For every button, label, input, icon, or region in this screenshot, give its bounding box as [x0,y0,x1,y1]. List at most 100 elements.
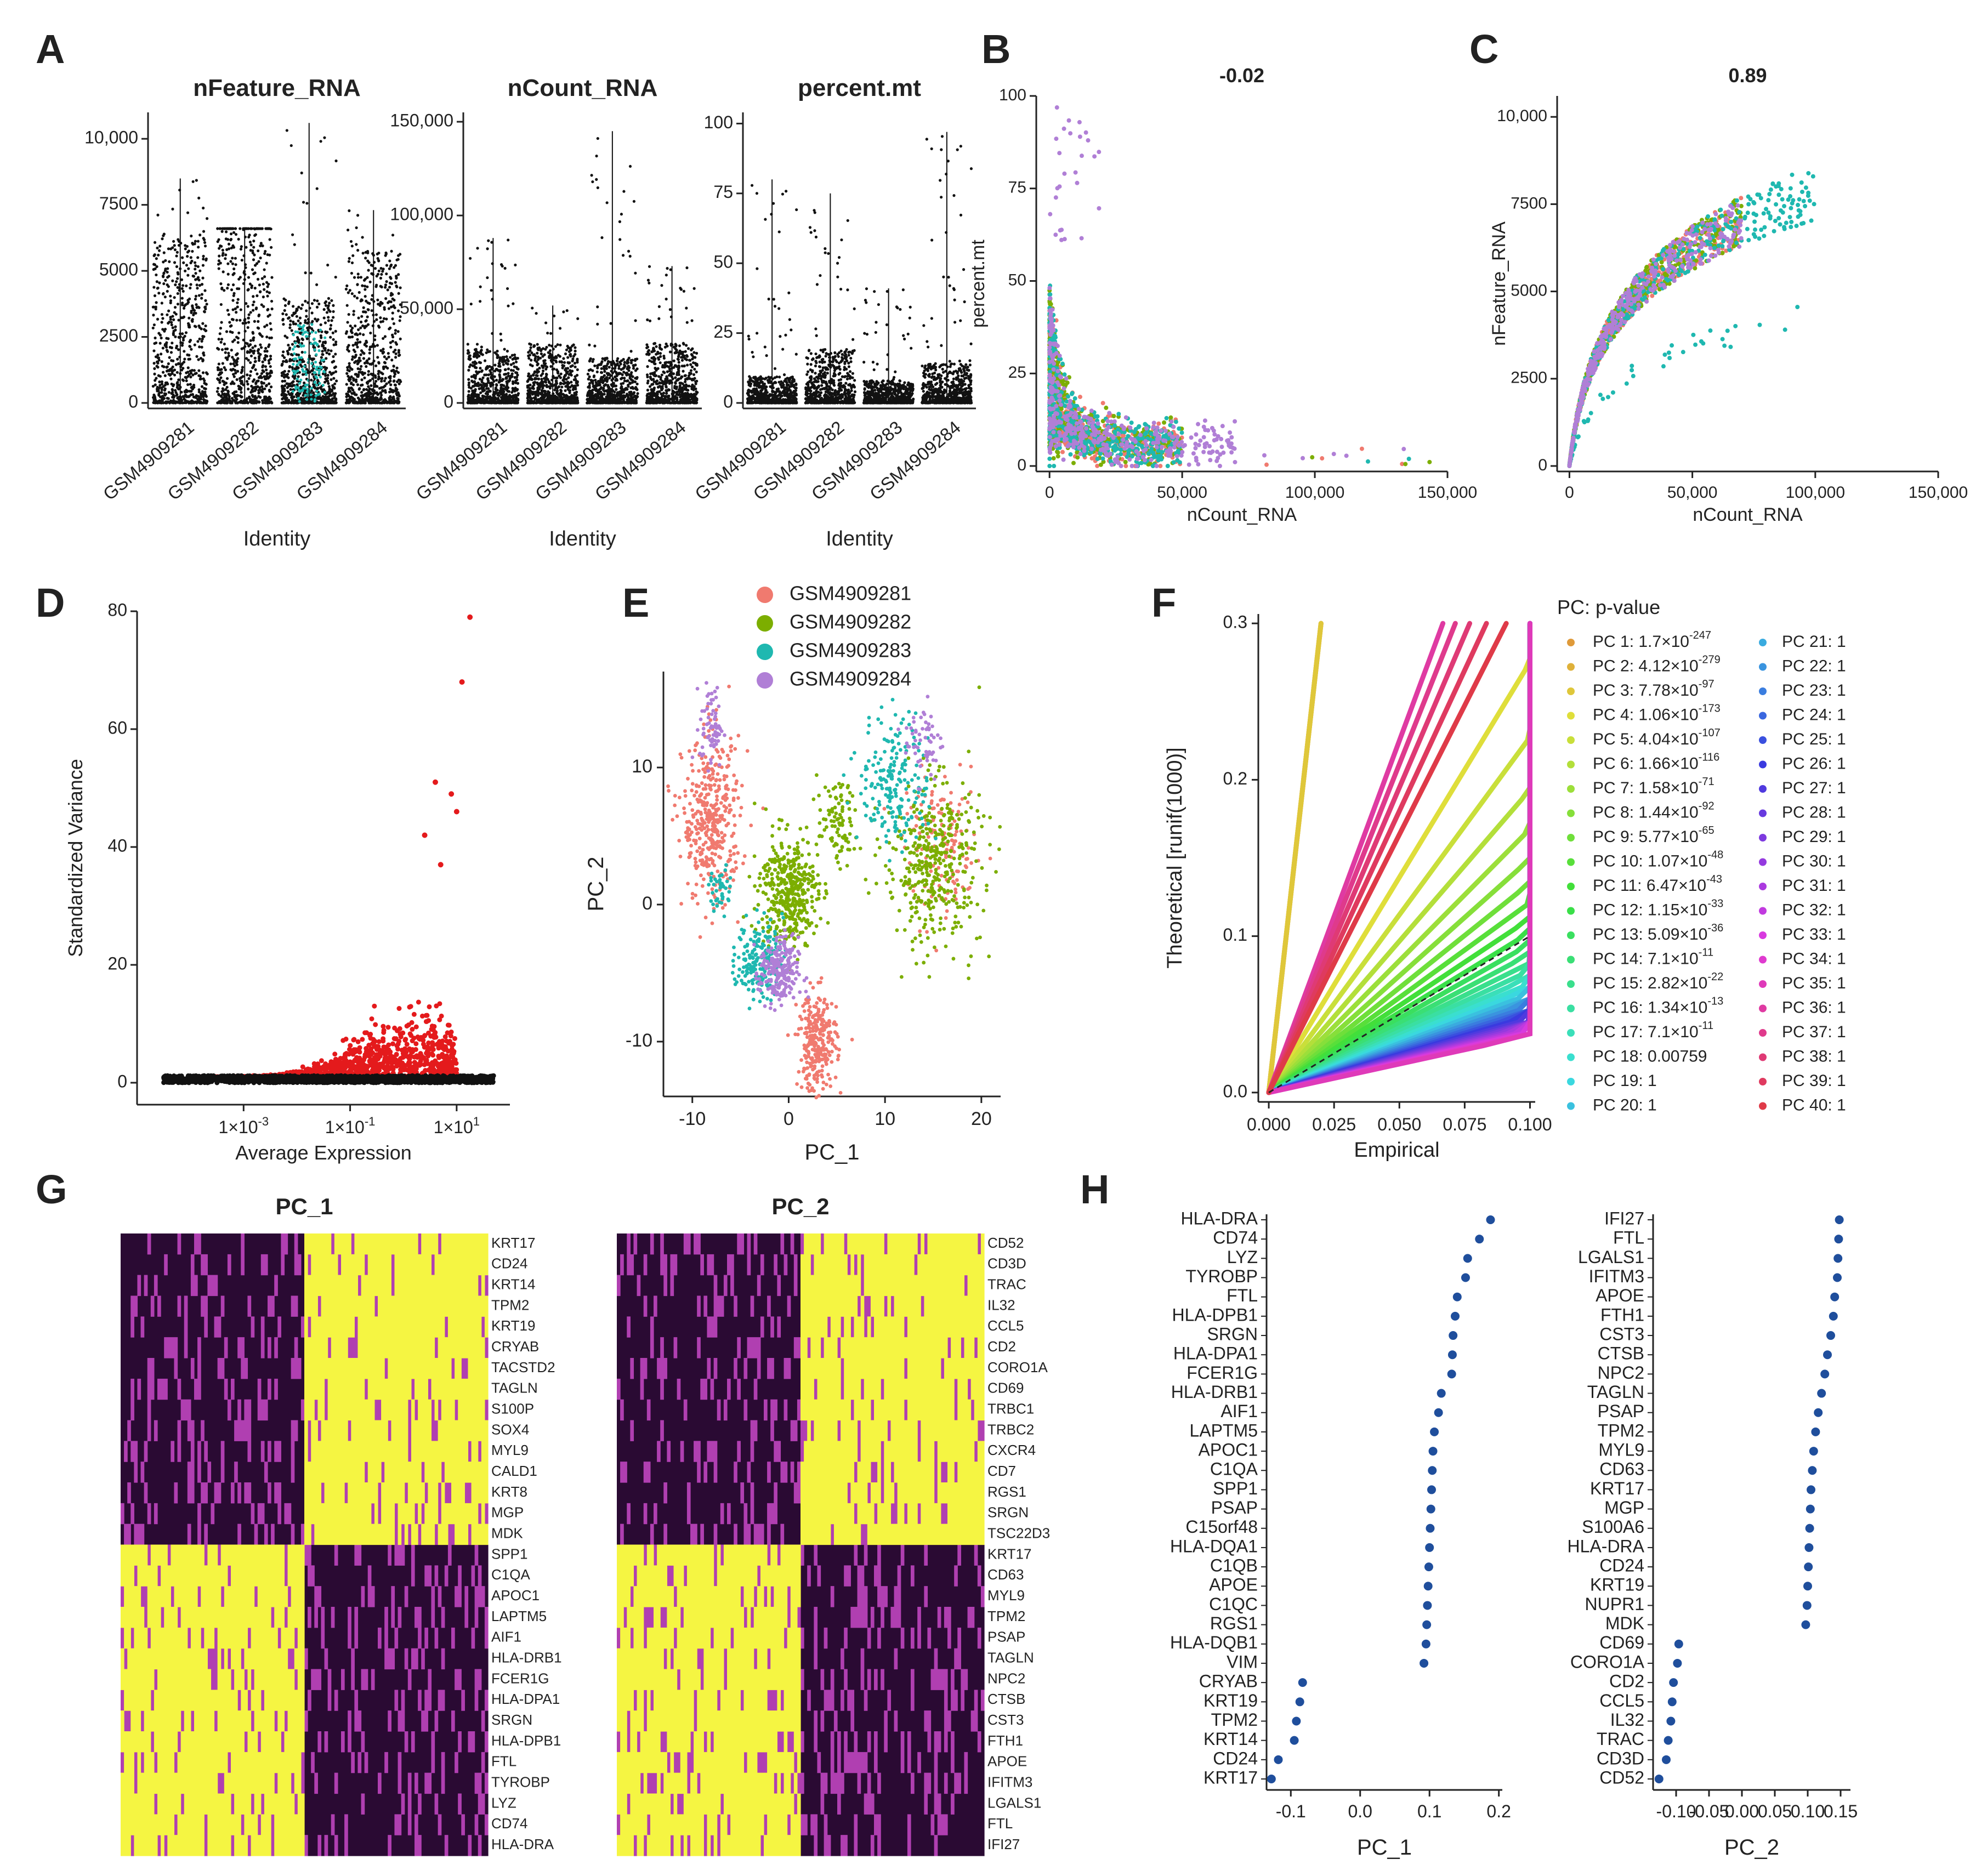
heatmap-gene-label: S100P [491,1400,534,1417]
x-tick-label: 0.15 [1824,1801,1858,1821]
dotplot-gene-label: TAGLN [1587,1382,1644,1402]
dotplot-gene-label: TPM2 [1211,1710,1258,1730]
legend-swatch [1567,809,1575,817]
legend-label: PC 6: 1.66×10-116 [1593,752,1719,773]
scatter-B: -0.02 0 50,000 100,000 150,000 0 25 50 75 100 nCou… [968,64,1477,525]
legend-swatch [757,615,773,632]
legend-label: PC 10: 1.07×10-48 [1593,849,1723,871]
dotplot-gene-label: S100A6 [1582,1517,1644,1537]
heatmap-gene-label: TRBC2 [987,1421,1034,1437]
y-tick-label: 0 [642,893,652,914]
y-tick-label: 2500 [1511,369,1547,387]
x-tick-label: 0.10 [1791,1801,1825,1821]
x-tick-label: 0.0 [1348,1801,1372,1821]
legend-label: PC 4: 1.06×10-173 [1593,703,1721,724]
legend-label: PC 28: 1 [1782,803,1846,821]
heatmap-gene-label: CALD1 [491,1463,537,1479]
y-tick-label: 25 [1008,363,1026,382]
y-tick-label: 150,000 [390,111,453,130]
y-tick-label: 100 [999,86,1026,104]
heatmap-gene-label: CD63 [987,1566,1024,1583]
dotplot-gene-label: KRT19 [1203,1691,1258,1710]
heatmap-cells-high [121,1233,489,1856]
legend-label: PC 27: 1 [1782,779,1846,797]
dotplot-gene-label: CD69 [1599,1633,1644,1652]
violin-plot-2: nCount_RNA050,000100,000150,000GSM490928… [390,75,702,550]
legend-swatch [1567,785,1575,793]
x-tick-label: 50,000 [1157,484,1207,502]
legend-label: GSM4909281 [790,582,911,605]
legend-swatch [1759,736,1767,744]
x-tick-label: 0.000 [1247,1115,1291,1134]
x-tick-label: 150,000 [1909,484,1968,502]
heatmap-gene-label: TAGLN [987,1649,1034,1665]
dotplot-1: -0.1 0.0 0.1 0.2 PC_1 HLA-DRACD74LYZTYROBPFTL… [1170,1208,1511,1860]
scatter-C-series-3 [1567,171,1816,468]
heatmap-gene-label: LYZ [491,1794,516,1811]
y-tick-label: 7500 [99,194,138,213]
violin-title: percent.mt [798,75,921,101]
dotplot-gene-label: LGALS1 [1578,1247,1644,1267]
qq-line [1266,621,1489,1095]
heatmap-gene-label: SRGN [491,1712,532,1728]
heatmap-1: PC_1 KRT17 CD24 KRT14 TPM2 KRT19 CRYAB TACSTD2 T… [121,1193,562,1856]
dotplot-gene-label: KRT17 [1203,1767,1258,1787]
dotplot-gene-label: PSAP [1211,1498,1258,1517]
legend-label: PC 38: 1 [1782,1047,1846,1065]
legend-swatch [1567,736,1575,744]
legend-swatch [1567,712,1575,720]
x-tick-label: 10 [875,1108,895,1129]
legend-label: PC 14: 7.1×10-11 [1593,947,1713,968]
legend-label: PC 18: 0.00759 [1593,1047,1707,1065]
heatmap-gene-label: SRGN [987,1504,1029,1521]
dotplot-gene-label: CORO1A [1570,1652,1645,1672]
dotplot-gene-label: LAPTM5 [1190,1420,1258,1440]
scatter-C-ylabel: nFeature_RNA [1489,221,1509,346]
legend-swatch [1759,809,1767,817]
dotplot-gene-label: C1QC [1209,1594,1258,1614]
dotplot-gene-label: C1QB [1210,1556,1258,1576]
y-tick-label: 20 [107,953,127,973]
y-tick-label: 50 [1008,271,1026,289]
y-tick-label: 0 [444,391,453,411]
y-tick-label: 100,000 [390,204,453,224]
violin-points [151,179,209,405]
y-tick-label: 0 [128,391,138,411]
heatmap-gene-label: MGP [491,1504,524,1521]
scatter-C-title: 0.89 [1728,64,1767,87]
dotplot-gene-label: PSAP [1598,1401,1644,1421]
dotplot-gene-label: IL32 [1610,1710,1644,1730]
dotplot-gene-label: CTSB [1598,1344,1644,1363]
legend-label: GSM4909284 [790,668,911,690]
dotplot-gene-label: KRT14 [1203,1729,1258,1749]
violin-points [466,238,520,405]
x-tick-label: 0.1 [1417,1801,1441,1821]
heatmap-gene-label: KRT19 [491,1317,535,1334]
dotplot-gene-label: CD24 [1599,1556,1644,1576]
scatter-B-xlabel: nCount_RNA [1187,504,1297,525]
dotplot-gene-label: SPP1 [1213,1479,1258,1498]
heatmap-gene-label: TRAC [987,1276,1026,1292]
jackstraw-xlabel: Empirical [1354,1139,1439,1162]
heatmap-gene-label: KRT8 [491,1483,527,1500]
legend-label: PC 37: 1 [1782,1023,1846,1041]
legend-label: PC 26: 1 [1782,754,1846,772]
x-tick-label: -0.1 [1276,1801,1306,1821]
qq-line [1266,621,1324,1095]
heatmap-gene-label: APOC1 [491,1587,540,1604]
heatmap-gene-label: MDK [491,1525,523,1541]
y-tick-label: 10,000 [1497,107,1547,125]
panel-label-D: D [36,580,65,626]
heatmap-gene-label: TYROBP [491,1773,550,1790]
legend-swatch [1759,639,1767,646]
legend-swatch [1567,907,1575,915]
legend-swatch [1567,931,1575,939]
heatmap-gene-label: SPP1 [491,1545,528,1562]
heatmap-gene-label: TSC22D3 [987,1525,1050,1541]
x-tick-label: 0.2 [1486,1801,1511,1821]
dotplot-gene-label: CD74 [1213,1228,1258,1248]
heatmap-cells-high [617,1233,985,1856]
legend-swatch [757,644,773,660]
heatmap-gene-label: CD69 [987,1380,1024,1396]
legend-swatch [1759,687,1767,695]
